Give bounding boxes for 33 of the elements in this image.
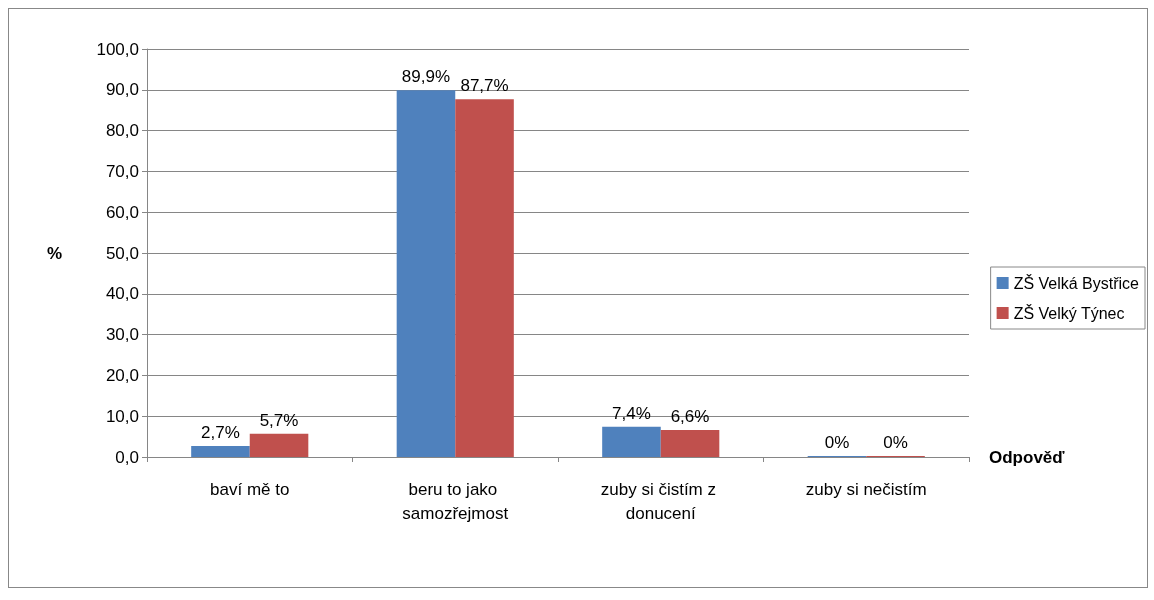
y-tick-label: 90,0 (105, 80, 139, 100)
data-label: 0% (824, 433, 850, 452)
y-tick-label: 70,0 (105, 161, 139, 181)
y-tick-label: 80,0 (105, 121, 139, 141)
bar (602, 426, 661, 457)
x-axis-title: Odpověď (989, 447, 1066, 467)
y-tick-label: 60,0 (105, 202, 139, 222)
y-tick-label: 50,0 (105, 243, 139, 263)
legend-label: ZŠ Velká Bystřice (1013, 273, 1140, 292)
y-tick-label: 40,0 (105, 284, 139, 304)
x-tick-label: zuby si čistím z donucení (600, 479, 721, 523)
data-label: 6,6% (670, 407, 710, 427)
x-tick-label: zuby si nečistím (805, 479, 927, 499)
bar (191, 445, 250, 457)
x-tick-label: beru to jako samozřejmost (402, 479, 509, 523)
data-label: 87,7% (460, 76, 509, 96)
x-tick-label: baví mě to (210, 479, 290, 499)
y-tick-label: 0,0 (115, 447, 139, 467)
bar (455, 99, 514, 457)
bar (660, 430, 720, 457)
data-label: 7,4% (612, 403, 651, 423)
data-label: 89,9% (401, 67, 451, 87)
y-axis-title: % (46, 243, 62, 263)
data-label: 0% (883, 433, 908, 452)
y-tick-label: 10,0 (105, 406, 139, 426)
y-tick-label: 30,0 (105, 325, 139, 345)
legend-label: ZŠ Velký Týnec (1013, 303, 1125, 322)
bar (249, 433, 309, 457)
data-label: 5,7% (259, 410, 299, 430)
data-label: 2,7% (201, 422, 240, 442)
y-tick-label: 20,0 (105, 365, 139, 385)
y-tick-label: 100,0 (96, 39, 139, 59)
bar (396, 90, 456, 457)
